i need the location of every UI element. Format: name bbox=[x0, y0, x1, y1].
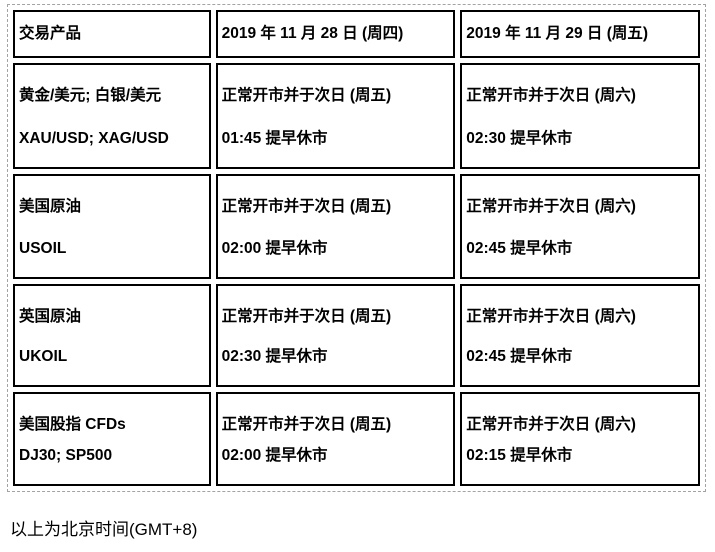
product-cell: 美国股指 CFDs DJ30; SP500 bbox=[13, 392, 211, 486]
day1-open-status: 正常开市并于次日 (周五) bbox=[221, 198, 392, 215]
trading-hours-table: 交易产品 2019 年 11 月 28 日 (周四) 2019 年 11 月 2… bbox=[8, 5, 705, 491]
header-date-nov28: 2019 年 11 月 28 日 (周四) bbox=[215, 10, 456, 58]
day2-schedule-cell: 正常开市并于次日 (周六) 02:45 提早休市 bbox=[460, 174, 700, 279]
day1-close-time: 01:45 提早休市 bbox=[221, 130, 328, 148]
header-row: 交易产品 2019 年 11 月 28 日 (周四) 2019 年 11 月 2… bbox=[13, 10, 700, 58]
day2-open-status: 正常开市并于次日 (周六) bbox=[466, 198, 636, 215]
day1-close-time: 02:30 提早休市 bbox=[221, 348, 328, 366]
day1-open-status: 正常开市并于次日 (周五) bbox=[221, 416, 392, 433]
header-product: 交易产品 bbox=[13, 10, 211, 58]
day2-close-time: 02:45 提早休市 bbox=[466, 348, 573, 366]
header-date-nov29: 2019 年 11 月 29 日 (周五) bbox=[460, 10, 700, 58]
day1-schedule-cell: 正常开市并于次日 (周五) 01:45 提早休市 bbox=[215, 63, 456, 169]
table-row-usoil: 美国原油 USOIL 正常开市并于次日 (周五) 02:00 提早休市 正常开市… bbox=[13, 174, 700, 279]
product-name: 黄金/美元; 白银/美元 bbox=[19, 87, 162, 104]
day1-open-status: 正常开市并于次日 (周五) bbox=[221, 87, 392, 104]
product-cell: 黄金/美元; 白银/美元 XAU/USD; XAG/USD bbox=[13, 63, 211, 169]
day2-open-status: 正常开市并于次日 (周六) bbox=[466, 308, 636, 325]
product-cell: 美国原油 USOIL bbox=[13, 174, 211, 279]
day2-close-time: 02:30 提早休市 bbox=[466, 130, 573, 148]
table-row-ukoil: 英国原油 UKOIL 正常开市并于次日 (周五) 02:30 提早休市 正常开市… bbox=[13, 284, 700, 387]
day2-schedule-cell: 正常开市并于次日 (周六) 02:15 提早休市 bbox=[460, 392, 700, 486]
day1-open-status: 正常开市并于次日 (周五) bbox=[221, 308, 392, 325]
header-date-nov29-label: 2019 年 11 月 29 日 (周五) bbox=[466, 24, 649, 42]
product-name: 美国原油 bbox=[19, 198, 82, 215]
product-name: 美国股指 CFDs bbox=[19, 416, 126, 433]
day2-open-status: 正常开市并于次日 (周六) bbox=[466, 416, 636, 433]
product-symbols: XAU/USD; XAG/USD bbox=[19, 130, 169, 148]
table-row-gold-silver: 黄金/美元; 白银/美元 XAU/USD; XAG/USD 正常开市并于次日 (… bbox=[13, 63, 700, 169]
day2-schedule-cell: 正常开市并于次日 (周六) 02:45 提早休市 bbox=[460, 284, 700, 387]
day1-schedule-cell: 正常开市并于次日 (周五) 02:30 提早休市 bbox=[215, 284, 456, 387]
day2-schedule-cell: 正常开市并于次日 (周六) 02:30 提早休市 bbox=[460, 63, 700, 169]
table-row-us-indices: 美国股指 CFDs DJ30; SP500 正常开市并于次日 (周五) 02:0… bbox=[13, 392, 700, 486]
header-product-label: 交易产品 bbox=[19, 24, 82, 42]
day1-schedule-cell: 正常开市并于次日 (周五) 02:00 提早休市 bbox=[215, 392, 456, 486]
timezone-note: 以上为北京时间(GMT+8) bbox=[10, 520, 198, 539]
day2-open-status: 正常开市并于次日 (周六) bbox=[466, 87, 636, 104]
day2-close-time: 02:15 提早休市 bbox=[466, 447, 573, 465]
product-cell: 英国原油 UKOIL bbox=[13, 284, 211, 387]
product-symbols: DJ30; SP500 bbox=[19, 447, 113, 465]
product-name: 英国原油 bbox=[19, 308, 82, 325]
schedule-table-outline: 交易产品 2019 年 11 月 28 日 (周四) 2019 年 11 月 2… bbox=[7, 4, 706, 492]
day2-close-time: 02:45 提早休市 bbox=[466, 240, 573, 258]
day1-schedule-cell: 正常开市并于次日 (周五) 02:00 提早休市 bbox=[215, 174, 456, 279]
product-symbols: UKOIL bbox=[19, 348, 68, 366]
product-symbols: USOIL bbox=[19, 240, 67, 258]
day1-close-time: 02:00 提早休市 bbox=[221, 240, 328, 258]
day1-close-time: 02:00 提早休市 bbox=[221, 447, 328, 465]
header-date-nov28-label: 2019 年 11 月 28 日 (周四) bbox=[221, 24, 404, 42]
